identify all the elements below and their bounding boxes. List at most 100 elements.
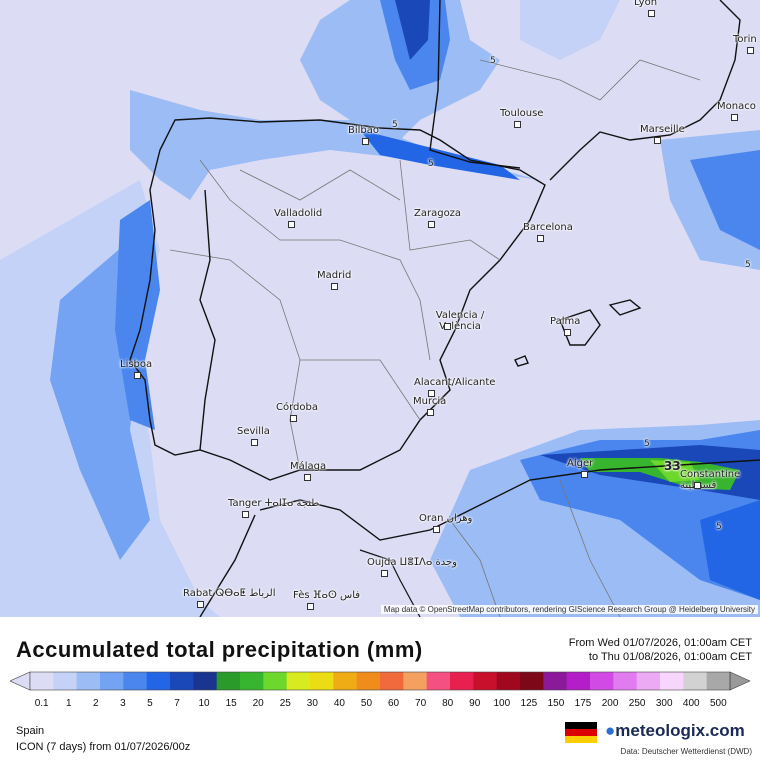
city-zaragoza[interactable]: Zaragoza (414, 208, 462, 219)
scale-swatch (543, 672, 568, 690)
scale-tick-label: 40 (333, 698, 345, 709)
city-alger[interactable]: Alger (567, 458, 594, 469)
city-palma[interactable]: Palma (550, 316, 581, 327)
city-alicante[interactable]: Alacant/Alicante (414, 377, 496, 388)
scale-swatch (450, 672, 474, 690)
scale-tick-label: 250 (628, 698, 646, 709)
scale-swatch (193, 672, 218, 690)
city-marker-icon (433, 526, 440, 533)
scale-tick-label: 15 (225, 698, 237, 709)
contour-label: 5 (392, 120, 398, 130)
scale-tick-label: 3 (120, 698, 126, 709)
city-oujda[interactable]: Oujda ⵡⴻⵊⴷⴰ وجدة (367, 557, 457, 568)
data-source: Data: Deutscher Wetterdienst (DWD) (620, 747, 752, 756)
city-marker-icon (304, 474, 311, 481)
city-madrid[interactable]: Madrid (317, 270, 352, 281)
city-cordoba[interactable]: Córdoba (276, 402, 318, 413)
scale-swatch (286, 672, 311, 690)
city-marker-icon (242, 511, 249, 518)
scale-tick-label: 70 (415, 698, 427, 709)
german-flag-icon (565, 722, 597, 743)
flag-stripe (565, 729, 597, 736)
city-marker-icon (381, 570, 388, 577)
logo-text: meteologix.com (615, 721, 745, 740)
city-marseille[interactable]: Marseille (640, 124, 685, 135)
flag-stripe (565, 722, 597, 729)
scale-swatch (380, 672, 404, 690)
scale-tick-label: 400 (682, 698, 700, 709)
city-marker-icon (290, 415, 297, 422)
city-marker-icon (362, 138, 369, 145)
city-marker-icon (307, 603, 314, 610)
scale-swatch (473, 672, 498, 690)
city-marker-icon (654, 137, 661, 144)
contour-label-max: 33 (664, 459, 681, 473)
city-marker-icon (134, 372, 141, 379)
precipitation-map[interactable]: Lyon Torin Monaco Toulouse Marseille Bil… (0, 0, 760, 617)
city-marker-icon (428, 390, 435, 397)
scale-tick-label: 25 (279, 698, 291, 709)
scale-swatch (240, 672, 264, 690)
city-constantine[interactable]: Constantine قسنطينة (680, 469, 741, 491)
scale-right-arrow (729, 671, 751, 691)
scale-tick-label: 90 (469, 698, 481, 709)
city-valladolid[interactable]: Valladolid (274, 208, 323, 219)
meteologix-logo[interactable]: ●meteologix.com (605, 721, 745, 741)
city-marker-icon (747, 47, 754, 54)
scale-tick-label: 300 (655, 698, 673, 709)
city-valencia[interactable]: Valencia / València (435, 310, 485, 332)
city-tanger[interactable]: Tanger ⵜⴰⵏⵊⴰ طنجة (228, 498, 320, 509)
color-scale-bar (10, 671, 751, 691)
city-marker-icon (251, 439, 258, 446)
scale-left-arrow (10, 671, 31, 691)
contour-label: 5 (716, 522, 722, 532)
legend-period: From Wed 01/07/2026, 01:00am CET to Thu … (569, 636, 752, 664)
city-marker-icon (288, 221, 295, 228)
city-oran[interactable]: Oran وهران (419, 513, 473, 524)
city-murcia[interactable]: Murcia (413, 396, 447, 407)
scale-swatch (660, 672, 684, 690)
scale-swatch (566, 672, 591, 690)
city-marker-icon (694, 482, 701, 489)
contour-label: 5 (428, 159, 434, 169)
scale-swatch (76, 672, 101, 690)
scale-swatch (403, 672, 428, 690)
scale-tick-label: 150 (547, 698, 565, 709)
scale-swatch (170, 672, 194, 690)
city-lisboa[interactable]: Lisboa (120, 359, 153, 370)
city-bilbao[interactable]: Bilbao (348, 125, 380, 136)
scale-tick-label: 7 (174, 698, 180, 709)
scale-swatch (30, 672, 54, 690)
scale-tick-label: 100 (493, 698, 511, 709)
region-name: Spain (16, 725, 45, 737)
scale-tick-label: 175 (574, 698, 592, 709)
scale-swatch (263, 672, 288, 690)
city-lyon[interactable]: Lyon (634, 0, 658, 8)
scale-swatch (123, 672, 148, 690)
scale-tick-label: 80 (442, 698, 454, 709)
scale-tick-label: 30 (306, 698, 318, 709)
scale-swatch (496, 672, 521, 690)
city-monaco[interactable]: Monaco (717, 101, 756, 112)
scale-swatch (100, 672, 124, 690)
map-graphic (0, 0, 760, 617)
city-marker-icon (581, 471, 588, 478)
city-rabat[interactable]: Rabat ⵕⴱⴰⵟ الرباط (183, 588, 276, 599)
scale-swatch (590, 672, 614, 690)
city-toulouse[interactable]: Toulouse (500, 108, 544, 119)
city-fes[interactable]: Fès ⴼⴰⵙ فاس (293, 590, 361, 601)
map-attribution[interactable]: Map data © OpenStreetMap contributors, r… (380, 605, 758, 614)
city-torin[interactable]: Torin (733, 34, 757, 45)
city-malaga[interactable]: Málaga (290, 461, 327, 472)
scale-swatch (356, 672, 381, 690)
period-from: From Wed 01/07/2026, 01:00am CET (568, 637, 752, 649)
scale-swatch (613, 672, 638, 690)
city-barcelona[interactable]: Barcelona (523, 222, 573, 233)
city-marker-icon (428, 221, 435, 228)
city-sevilla[interactable]: Sevilla (237, 426, 270, 437)
scale-swatch (636, 672, 661, 690)
admin-borders (169, 59, 701, 617)
scale-tick-label: 2 (93, 698, 99, 709)
model-run: ICON (7 days) from 01/07/2026/00z (16, 741, 191, 753)
city-marker-icon (427, 409, 434, 416)
